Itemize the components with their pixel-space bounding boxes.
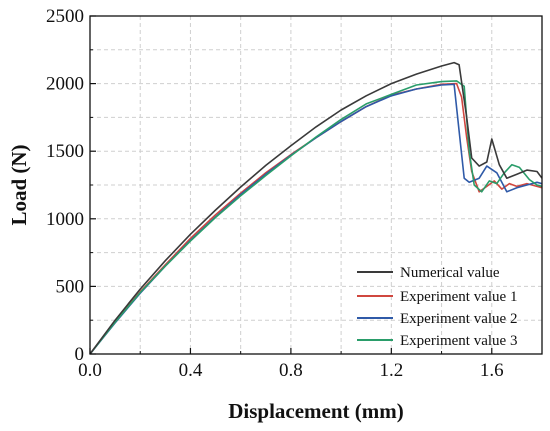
y-tick-label: 2500: [46, 6, 84, 27]
legend-entry-experiment-1: Experiment value 1: [357, 289, 517, 305]
axis-tick-labels: 0.0 0.4 0.8 1.2 1.6 0 500 1000 1500 2000 2500: [46, 6, 504, 381]
legend-entry-numerical: Numerical value: [357, 265, 500, 281]
legend-entry-experiment-3: Experiment value 3: [357, 333, 517, 349]
x-tick-label: 0.4: [179, 360, 203, 381]
legend-entry-experiment-2: Experiment value 2: [357, 311, 517, 327]
grid: [90, 16, 542, 354]
legend-label-experiment-3: Experiment value 3: [400, 333, 517, 349]
legend: Numerical value Experiment value 1 Exper…: [357, 265, 517, 349]
legend-label-experiment-1: Experiment value 1: [400, 289, 517, 305]
legend-label-experiment-2: Experiment value 2: [400, 311, 517, 327]
y-axis-title: Load (N): [7, 144, 31, 225]
x-tick-label: 1.6: [480, 360, 504, 381]
x-axis-title: Displacement (mm): [228, 399, 404, 423]
series-lines: [89, 61, 543, 355]
y-tick-label: 1500: [46, 141, 84, 162]
series-line-numerical-value: [89, 61, 543, 355]
y-tick-label: 2000: [46, 74, 84, 95]
x-tick-label: 0.8: [279, 360, 303, 381]
y-tick-label: 1000: [46, 209, 84, 230]
y-tick-label: 500: [56, 276, 85, 297]
legend-label-numerical: Numerical value: [400, 265, 500, 281]
x-tick-label: 0.0: [78, 360, 102, 381]
x-tick-label: 1.2: [379, 360, 403, 381]
y-tick-label: 0: [75, 344, 85, 365]
axis-ticks: [89, 15, 543, 355]
series-line-experiment-value-3: [89, 80, 543, 355]
